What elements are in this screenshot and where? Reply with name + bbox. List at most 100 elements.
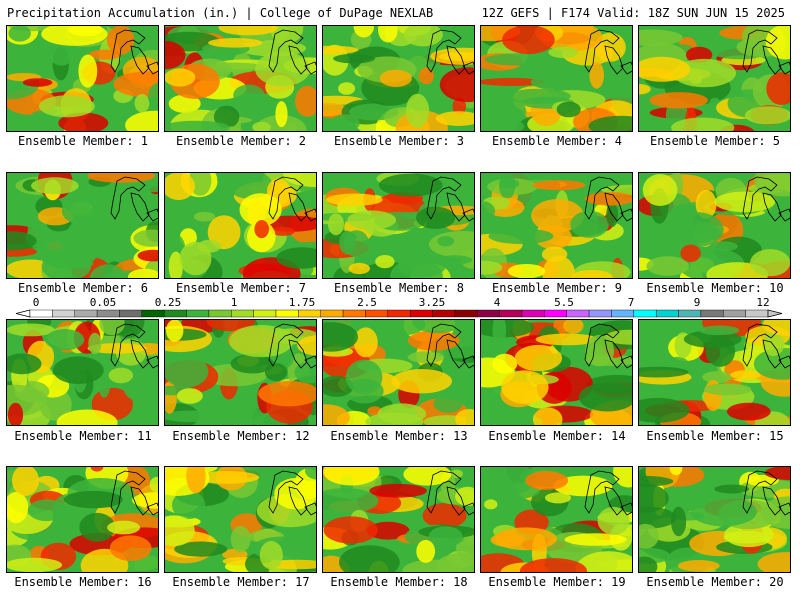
colorbar-swatch xyxy=(119,309,143,318)
great-lakes-outline xyxy=(584,323,632,369)
precip-field xyxy=(481,467,632,572)
precip-field xyxy=(639,173,790,278)
ensemble-member-map xyxy=(164,25,317,132)
model-run-info: 12Z GEFS | F174 Valid: 18Z SUN JUN 15 20… xyxy=(481,6,785,20)
ensemble-member-label: Ensemble Member: 12 xyxy=(172,429,310,443)
colorbar-tick-label: 9 xyxy=(694,296,701,309)
colorbar-tick-label: 3.25 xyxy=(419,296,446,309)
colorbar-swatch xyxy=(521,309,545,318)
colorbar-swatch xyxy=(298,309,321,318)
precip-field xyxy=(639,320,790,425)
ensemble-member-label: Ensemble Member: 11 xyxy=(14,429,152,443)
ensemble-member-label: Ensemble Member: 7 xyxy=(175,281,307,295)
ensemble-member-label: Ensemble Member: 16 xyxy=(14,575,152,589)
precip-field xyxy=(7,173,158,278)
ensemble-member-label: Ensemble Member: 4 xyxy=(491,134,623,148)
colorbar-swatch xyxy=(544,309,567,318)
great-lakes-outline xyxy=(110,176,158,222)
precip-field xyxy=(323,173,474,278)
colorbar-swatch xyxy=(365,309,389,318)
precip-field xyxy=(165,320,316,425)
ensemble-member-map xyxy=(6,466,159,573)
ensemble-member-map xyxy=(322,25,475,132)
precip-field xyxy=(481,26,632,131)
colorbar-swatch xyxy=(633,309,657,318)
colorbar-tick-label: 1.75 xyxy=(289,296,316,309)
precip-field xyxy=(7,26,158,131)
colorbar-tick-label: 0.25 xyxy=(155,296,182,309)
great-lakes-outline xyxy=(742,176,790,222)
precip-field xyxy=(639,467,790,572)
colorbar-tick-label: 0.05 xyxy=(90,296,117,309)
ensemble-member-label: Ensemble Member: 8 xyxy=(333,281,465,295)
ensemble-member-label: Ensemble Member: 20 xyxy=(646,575,784,589)
precipitation-colorbar: 0 0.05 0.25 1 1.75 2.5 3.25 4 5.5 7 9 12 xyxy=(15,296,783,318)
ensemble-member-map xyxy=(480,319,633,426)
colorbar-swatch xyxy=(678,309,702,318)
colorbar-right-arrow xyxy=(767,309,783,318)
ensemble-member-map xyxy=(638,466,791,573)
ensemble-member-map xyxy=(322,466,475,573)
ensemble-member-map xyxy=(6,319,159,426)
great-lakes-outline xyxy=(268,176,316,222)
colorbar-swatch xyxy=(186,309,210,318)
great-lakes-outline xyxy=(426,29,474,75)
ensemble-member-map xyxy=(480,25,633,132)
great-lakes-outline xyxy=(742,29,790,75)
ensemble-member-map xyxy=(6,25,159,132)
colorbar-swatch xyxy=(588,309,612,318)
great-lakes-outline xyxy=(110,323,158,369)
ensemble-member-label: Ensemble Member: 5 xyxy=(649,134,781,148)
ensemble-member-label: Ensemble Member: 13 xyxy=(330,429,468,443)
great-lakes-outline xyxy=(584,176,632,222)
ensemble-member-label: Ensemble Member: 2 xyxy=(175,134,307,148)
great-lakes-outline xyxy=(268,29,316,75)
colorbar-swatch xyxy=(342,309,366,318)
colorbar-swatch xyxy=(499,309,523,318)
great-lakes-outline xyxy=(584,29,632,75)
colorbar-swatch xyxy=(29,309,53,318)
colorbar-swatch xyxy=(454,309,478,318)
colorbar-tick-label: 1 xyxy=(231,296,238,309)
precip-field xyxy=(7,320,158,425)
colorbar-swatch xyxy=(74,309,98,318)
ensemble-member-map xyxy=(480,466,633,573)
colorbar-left-arrow xyxy=(15,309,31,318)
great-lakes-outline xyxy=(426,176,474,222)
precip-field xyxy=(323,320,474,425)
colorbar-swatch xyxy=(387,309,411,318)
precip-field xyxy=(639,26,790,131)
ensemble-member-label: Ensemble Member: 15 xyxy=(646,429,784,443)
ensemble-member-label: Ensemble Member: 9 xyxy=(491,281,623,295)
precip-field xyxy=(165,467,316,572)
ensemble-member-label: Ensemble Member: 6 xyxy=(17,281,149,295)
colorbar-swatch xyxy=(700,309,724,318)
colorbar-swatch xyxy=(611,309,635,318)
great-lakes-outline xyxy=(268,323,316,369)
precip-field xyxy=(323,26,474,131)
ensemble-member-label: Ensemble Member: 17 xyxy=(172,575,310,589)
colorbar-swatch xyxy=(275,309,299,318)
colorbar-tick-label: 4 xyxy=(494,296,501,309)
colorbar-swatch xyxy=(231,309,254,318)
colorbar-swatch xyxy=(566,309,590,318)
ensemble-member-map xyxy=(322,172,475,279)
colorbar-swatch xyxy=(208,309,232,318)
precip-field xyxy=(165,173,316,278)
colorbar-swatch xyxy=(409,309,433,318)
colorbar-tick-label: 5.5 xyxy=(554,296,574,309)
colorbar-swatch xyxy=(477,309,500,318)
colorbar-swatch xyxy=(163,309,187,318)
colorbar-swatch xyxy=(745,309,769,318)
precip-field xyxy=(7,467,158,572)
ensemble-member-label: Ensemble Member: 19 xyxy=(488,575,626,589)
colorbar-swatch xyxy=(253,309,277,318)
great-lakes-outline xyxy=(742,323,790,369)
great-lakes-outline xyxy=(426,470,474,516)
great-lakes-outline xyxy=(426,323,474,369)
ensemble-member-map xyxy=(638,319,791,426)
colorbar-swatch xyxy=(96,309,120,318)
ensemble-member-label: Ensemble Member: 10 xyxy=(646,281,784,295)
colorbar-swatch xyxy=(655,309,679,318)
great-lakes-outline xyxy=(110,29,158,75)
